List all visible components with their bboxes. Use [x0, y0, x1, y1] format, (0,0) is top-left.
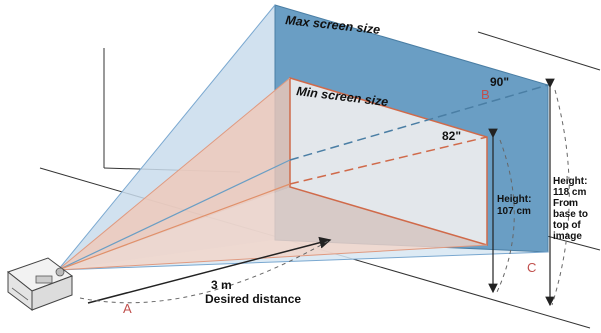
max-height-dashed-arc [551, 89, 570, 306]
max-diagonal-label: 90" [490, 75, 509, 89]
distance-arrow [87, 236, 332, 304]
point-c-label: C [527, 260, 536, 275]
min-height-label: Height: 107 cm [497, 194, 534, 217]
max-height-line: From [553, 198, 578, 209]
point-b-label: B [481, 87, 490, 102]
min-height-line: Height: [497, 194, 531, 205]
min-height-line: 107 cm [497, 206, 531, 217]
min-cone-bottom-face [58, 187, 487, 270]
distance-value-label: 3 m [211, 278, 232, 292]
max-height-line: base to [553, 209, 588, 220]
max-height-label: Height: 118 cm From base to top of image [553, 176, 591, 242]
distance-caption-label: Desired distance [205, 292, 301, 306]
max-height-line: Height: [553, 176, 587, 187]
projector [6, 257, 74, 311]
max-height-line: 118 cm [553, 187, 586, 198]
point-a-label: A [123, 301, 132, 316]
max-height-line: image [553, 231, 582, 242]
min-height-dashed-arc [496, 139, 515, 293]
max-height-line: top of [553, 220, 581, 231]
min-diagonal-label: 82" [442, 129, 461, 143]
projection-rays [57, 4, 549, 271]
